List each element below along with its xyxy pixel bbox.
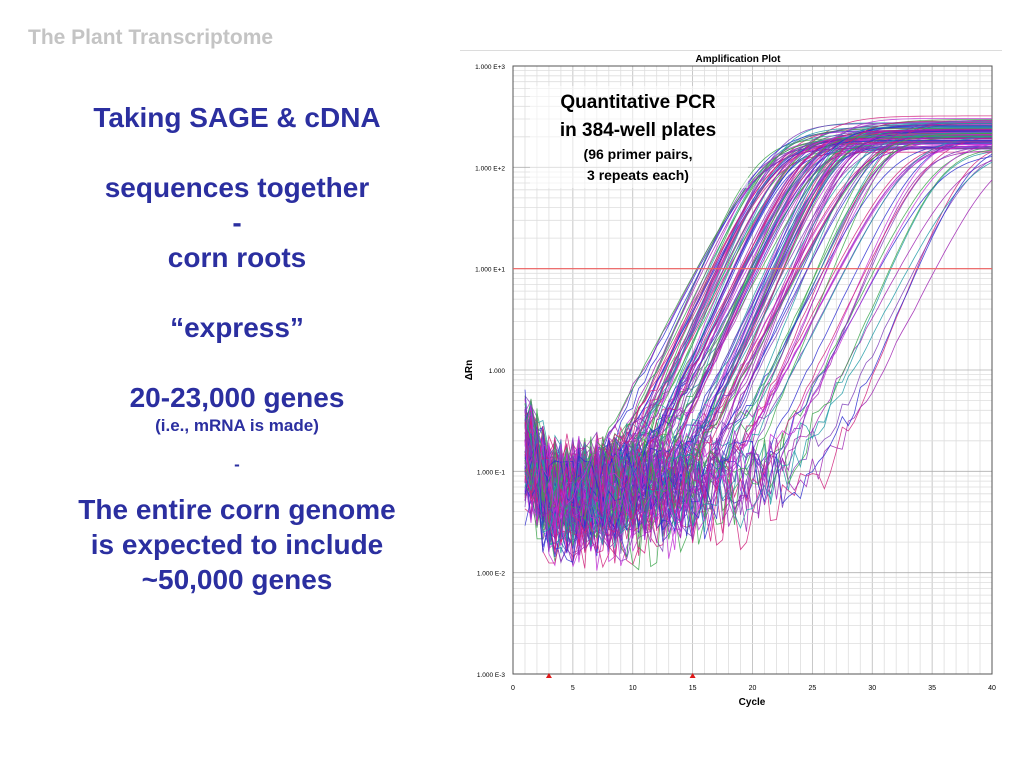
- baseline-marker: [689, 673, 696, 678]
- amplification-curve: [524, 125, 993, 557]
- amplification-curve: [524, 144, 993, 537]
- y-tick-label: 1.000: [489, 368, 506, 375]
- amplification-curve: [524, 124, 992, 516]
- text-line: ~50,000 genes: [141, 563, 333, 595]
- amplification-curve: [524, 153, 993, 533]
- annotation-backdrop: [530, 86, 748, 188]
- x-tick-label: 25: [808, 685, 816, 692]
- amplification-curve: [524, 148, 992, 537]
- annotation-line: Quantitative PCR: [560, 92, 715, 113]
- text-line: sequences together: [104, 172, 370, 203]
- plot-frame: [512, 65, 993, 675]
- slide-header: The Plant Transcriptome: [28, 26, 274, 49]
- amplification-curve: [524, 146, 993, 532]
- amplification-curve: [524, 141, 993, 554]
- text-line: is expected to include: [90, 528, 384, 560]
- x-tick-label: 5: [571, 685, 575, 692]
- chart-axes: 1.000 E+3 1.000 E+2 1.000 E+1 1.000 1.000 E-…: [475, 64, 996, 692]
- text-line-small: (i.e., mRNA is made): [155, 416, 319, 435]
- text-line: The entire corn genome: [78, 493, 396, 525]
- baseline-marker: [545, 673, 552, 678]
- amplification-curve: [524, 133, 992, 520]
- x-tick-label: 35: [928, 685, 936, 692]
- chart-svg: Amplification Plot 1.000 E+31.000 E+21.0…: [464, 54, 996, 708]
- amplification-curve: [524, 130, 992, 563]
- amplification-curve: [524, 131, 992, 529]
- amplification-curve: [524, 120, 992, 551]
- amplification-curve: [524, 132, 993, 554]
- x-tick-label: 30: [868, 685, 876, 692]
- annotation-line: (96 primer pairs,: [584, 146, 693, 162]
- text-line: corn roots: [167, 242, 307, 273]
- spacer: [20, 345, 454, 380]
- x-tick-label: 15: [689, 685, 697, 692]
- amplification-curve: [524, 136, 993, 545]
- y-tick-label: 1.000 E+1: [475, 267, 505, 274]
- amplification-chart: Amplification Plot 1.000 E+3 1.000 E+2 1.0…: [460, 48, 1004, 712]
- y-tick-label: 1.000 E-1: [477, 469, 506, 476]
- annotation-line: in 384-well plates: [560, 120, 716, 141]
- amplification-curve: [524, 128, 992, 526]
- chart-annotation: Quantitative PCR in 384-well plates (96 …: [530, 86, 748, 188]
- text-line: “express”: [170, 312, 304, 343]
- x-axis-label: Cycle: [739, 697, 766, 708]
- amplification-curve: [524, 128, 992, 546]
- amplification-curve: [524, 161, 993, 548]
- amplification-curve: [524, 121, 992, 550]
- y-tick-label: 1.000 E-3: [477, 672, 506, 679]
- chart-title: Amplification Plot: [696, 54, 782, 65]
- spacer: [20, 275, 454, 310]
- chart-top-rule: [460, 50, 1002, 51]
- spacer: [20, 135, 454, 170]
- x-tick-label: 40: [988, 685, 996, 692]
- y-tick-label: 1.000 E+2: [475, 165, 505, 172]
- spacer: [20, 436, 454, 454]
- y-tick-label: 1.000 E-2: [477, 571, 506, 578]
- x-tick-label: 20: [749, 685, 757, 692]
- left-text-block: Taking SAGE & cDNA sequences together - …: [20, 100, 454, 597]
- amplification-curve: [524, 119, 993, 526]
- text-line: Taking SAGE & cDNA: [93, 102, 381, 133]
- annotation-line: 3 repeats each): [587, 167, 689, 183]
- spacer: [20, 476, 454, 492]
- amplification-curve: [524, 133, 992, 531]
- amplification-curve: [524, 141, 992, 546]
- y-tick-label: 1.000 E+3: [475, 64, 505, 71]
- text-line: -: [232, 207, 242, 238]
- text-line-small: -: [234, 455, 240, 475]
- y-axis-label: ΔRn: [464, 360, 475, 381]
- x-tick-label: 0: [511, 685, 515, 692]
- chart-curves: [524, 115, 993, 571]
- amplification-curve: [524, 140, 992, 529]
- text-line: 20-23,000 genes: [129, 382, 345, 413]
- x-tick-label: 10: [629, 685, 637, 692]
